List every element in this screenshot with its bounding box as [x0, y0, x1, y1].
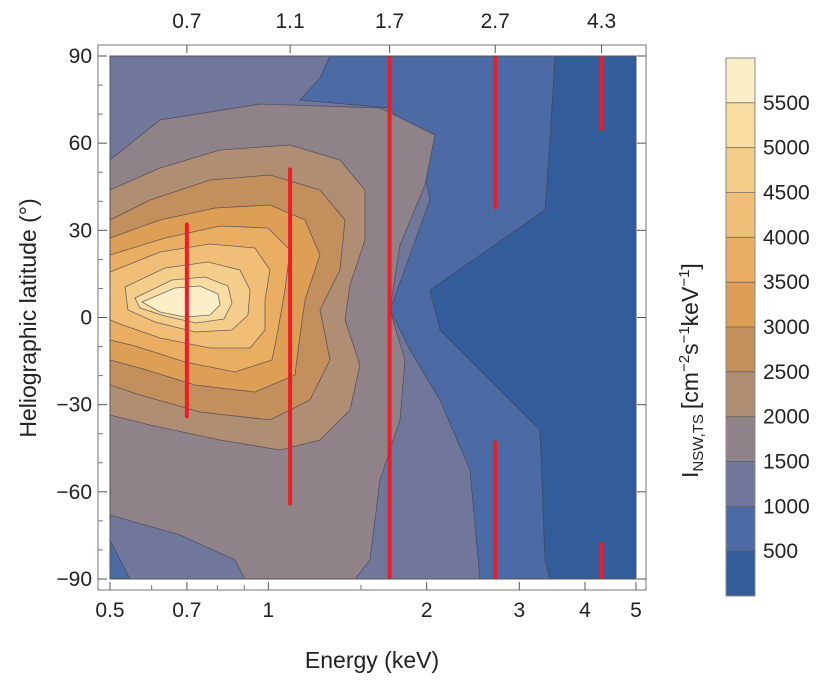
x-tick-label: 1 [262, 599, 274, 622]
colorbar-title-end: keV [677, 286, 703, 326]
colorbar-tick-label: 1500 [763, 451, 810, 474]
colorbar-tick-label: 3000 [763, 316, 810, 339]
colorbar-band-2 [726, 461, 755, 507]
x-top-tick-label: 1.7 [375, 10, 404, 33]
colorbar-tick-label: 4000 [763, 226, 810, 249]
y-axis-title: Heliographic latitude (°) [15, 198, 41, 437]
colorbar-ticks: 500 1000 1500 2000 2500 3000 3500 4000 4500 5000 5… [726, 92, 810, 563]
colorbar-tick-label: 2500 [763, 361, 810, 384]
colorbar-tick-label: 500 [763, 540, 798, 563]
x-top-tick-label: 0.7 [172, 10, 201, 33]
colorbar-band-11 [726, 58, 755, 103]
colorbar-title-exp1: −2 [676, 355, 693, 372]
colorbar-band-7 [726, 237, 755, 283]
colorbar-band-10 [726, 102, 755, 148]
colorbar-band-5 [726, 327, 755, 372]
contour-band-5500 [141, 285, 221, 318]
colorbar-tick-label: 1000 [763, 495, 810, 518]
colorbar-band-4 [726, 371, 755, 417]
y-tick-label: 30 [69, 219, 92, 242]
colorbar-title-exp2: −1 [676, 326, 693, 343]
x-tick-label: 5 [630, 599, 642, 622]
y-tick-label: 0 [80, 307, 92, 330]
colorbar-tick-label: 5500 [763, 92, 810, 115]
colorbar-title: INSW,TS[cm−2s−1keV−1] [676, 263, 707, 478]
y-tick-label: −30 [56, 394, 92, 417]
x-tick-label: 0.7 [172, 599, 201, 622]
colorbar-band-6 [726, 282, 755, 327]
colorbar-band-0 [726, 551, 755, 596]
colorbar-title-close: ] [677, 263, 703, 269]
contour-bands [110, 56, 636, 579]
colorbar-band-9 [726, 147, 755, 193]
y-tick-label: −90 [56, 568, 92, 591]
colorbar-tick-label: 3500 [763, 271, 810, 294]
colorbar-tick-label: 5000 [763, 137, 810, 160]
colorbar-band-3 [726, 416, 755, 462]
x-tick-label: 3 [513, 599, 525, 622]
colorbar-title-main: I [677, 472, 703, 478]
y-tick-label: 60 [69, 132, 92, 155]
plot-frame [109, 55, 637, 580]
x-top-tick-label: 1.1 [276, 10, 305, 33]
x-top-tick-label: 4.3 [587, 10, 616, 33]
x-tick-label: 4 [579, 599, 591, 622]
colorbar-band-1 [726, 506, 755, 552]
colorbar-tick-label: 4500 [763, 182, 810, 205]
y-axis: 90 60 30 0 −30 −60 −90 [56, 45, 646, 591]
colorbar-title-mid: s [677, 343, 703, 355]
x-tick-label: 2 [421, 599, 433, 622]
colorbar-band-8 [726, 192, 755, 238]
x-top-tick-label: 2.7 [481, 10, 510, 33]
colorbar-title-exp3: −1 [676, 270, 693, 287]
colorbar-title-sub: NSW,TS [690, 414, 707, 472]
x-axis-top: 0.7 1.1 1.7 2.7 4.3 [172, 10, 616, 53]
x-axis-bottom: 0.5 0.7 1 2 3 4 5 [95, 582, 642, 622]
colorbar-title-units: [cm [677, 372, 703, 409]
y-tick-label: 90 [69, 45, 92, 68]
colorbar [725, 57, 756, 597]
y-tick-label: −60 [56, 481, 92, 504]
x-axis-title: Energy (keV) [305, 647, 439, 673]
x-tick-label: 0.5 [95, 599, 124, 622]
colorbar-tick-label: 2000 [763, 406, 810, 429]
red-segments [184, 56, 604, 579]
